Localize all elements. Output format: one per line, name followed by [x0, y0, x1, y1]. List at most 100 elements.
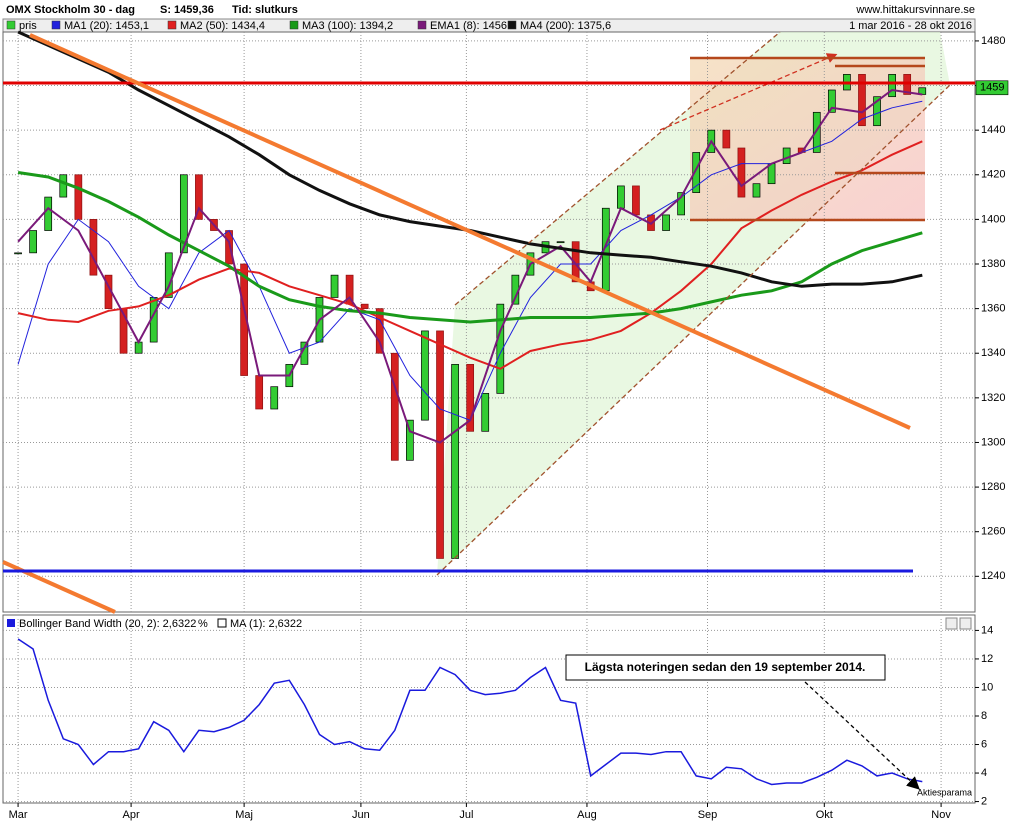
- legend-label: Bollinger Band Width (20, 2): 2,6322: [19, 618, 196, 630]
- candle: [692, 152, 701, 193]
- x-tick-label: Jun: [352, 809, 370, 821]
- y-tick-label: 6: [981, 738, 987, 750]
- legend-swatch: [217, 618, 227, 628]
- bbw-panel: [2, 614, 976, 804]
- price-tag-box: [975, 80, 1009, 96]
- candle: [481, 393, 490, 432]
- candle: [74, 174, 83, 220]
- title: OMX Stockholm 30 - dag: [6, 4, 135, 16]
- x-tick-label: Apr: [123, 809, 140, 821]
- x-tick-label: Sep: [698, 809, 718, 821]
- legend-swatch: [289, 20, 299, 30]
- x-tick-label: Mar: [9, 809, 28, 821]
- candle: [270, 386, 279, 410]
- y-tick-label: 1440: [981, 124, 1005, 136]
- legend-label: MA2 (50): 1434,4: [180, 20, 265, 32]
- x-tick-label: Nov: [931, 809, 951, 821]
- series-line: [17, 638, 923, 786]
- x-tick-label: Okt: [816, 809, 833, 821]
- legend-label: MA4 (200): 1375,6: [520, 20, 611, 32]
- legend-swatch: [51, 20, 61, 30]
- y-tick-label: 1380: [981, 258, 1005, 270]
- y-tick-label: 1320: [981, 392, 1005, 404]
- series-line: [17, 140, 923, 370]
- annotation: Lägsta noteringen sedan den 19 september…: [585, 660, 866, 674]
- y-tick-label: 1280: [981, 481, 1005, 493]
- y-tick-label: 1400: [981, 213, 1005, 225]
- candle: [14, 252, 22, 255]
- candle: [466, 364, 475, 432]
- y-tick-label: 4: [981, 767, 987, 779]
- series-line: [17, 88, 923, 444]
- legend-swatch: [6, 20, 16, 30]
- candle: [617, 185, 625, 209]
- downtrend-line: [29, 33, 911, 430]
- candle: [421, 330, 429, 421]
- candle: [44, 196, 53, 231]
- annotation-arrow: [804, 681, 920, 790]
- candle: [677, 192, 685, 216]
- candle: [752, 183, 761, 198]
- legend-swatch: [167, 20, 177, 30]
- candle: [330, 274, 339, 298]
- series-line: [17, 171, 923, 324]
- candle: [632, 185, 640, 216]
- y-tick-label: 1360: [981, 303, 1005, 315]
- watermark: Aktiesparama: [917, 787, 972, 797]
- x-tick-label: Maj: [235, 809, 253, 821]
- candle: [255, 375, 264, 410]
- y-tick-label: 2: [981, 795, 987, 807]
- candle: [662, 214, 670, 231]
- candle: [360, 303, 369, 309]
- annotation-box: [565, 654, 886, 681]
- candle: [179, 174, 188, 254]
- y-tick-label: 8: [981, 710, 987, 722]
- y-tick-label: 1420: [981, 169, 1005, 181]
- candle: [195, 174, 203, 220]
- legend-label: MA1 (20): 1453,1: [64, 20, 149, 32]
- y-tick-label: 14: [981, 624, 993, 636]
- source: www.hittakursvinnare.se: [855, 4, 975, 16]
- candle: [436, 330, 444, 559]
- candle: [571, 241, 580, 283]
- candle: [888, 74, 896, 98]
- legend-swatch: [7, 619, 15, 627]
- candle: [858, 74, 866, 127]
- time-label: Tid: slutkurs: [232, 4, 298, 16]
- legend-swatch: [507, 20, 517, 30]
- date-range: 1 mar 2016 - 28 okt 2016: [849, 20, 972, 32]
- y-tick-label: 1300: [981, 436, 1005, 448]
- y-tick-label: 1480: [981, 35, 1005, 47]
- legend-label: MA (1): 2,6322: [230, 618, 302, 630]
- price-tag: 1459: [980, 82, 1004, 94]
- candle: [827, 89, 836, 113]
- candle: [722, 129, 731, 149]
- legend-label: EMA1 (8): 1456: [430, 20, 507, 32]
- candle: [89, 219, 98, 276]
- candle: [451, 364, 459, 559]
- legend-label: MA3 (100): 1394,2: [302, 20, 393, 32]
- candle: [873, 96, 881, 127]
- legend-swatch: [417, 20, 427, 30]
- x-tick-label: Aug: [577, 809, 597, 821]
- candle: [375, 308, 384, 354]
- candle: [59, 174, 68, 198]
- candle: [496, 303, 505, 394]
- close-label: S: 1459,36: [160, 4, 214, 16]
- y-tick-label: 1260: [981, 526, 1005, 538]
- y-tick-label: 10: [981, 681, 993, 693]
- candle: [812, 111, 821, 153]
- y-tick-label: 1240: [981, 570, 1005, 582]
- legend-label: pris: [19, 20, 37, 32]
- y-tick-label: 1340: [981, 347, 1005, 359]
- legend-unit: %: [198, 618, 208, 630]
- candle: [390, 352, 399, 461]
- candle: [556, 241, 565, 244]
- candle: [782, 147, 791, 164]
- candle: [406, 419, 414, 461]
- channel-upper: [454, 31, 781, 306]
- zoom-icon[interactable]: [945, 617, 958, 630]
- close-icon[interactable]: [959, 617, 972, 630]
- candle: [737, 147, 746, 198]
